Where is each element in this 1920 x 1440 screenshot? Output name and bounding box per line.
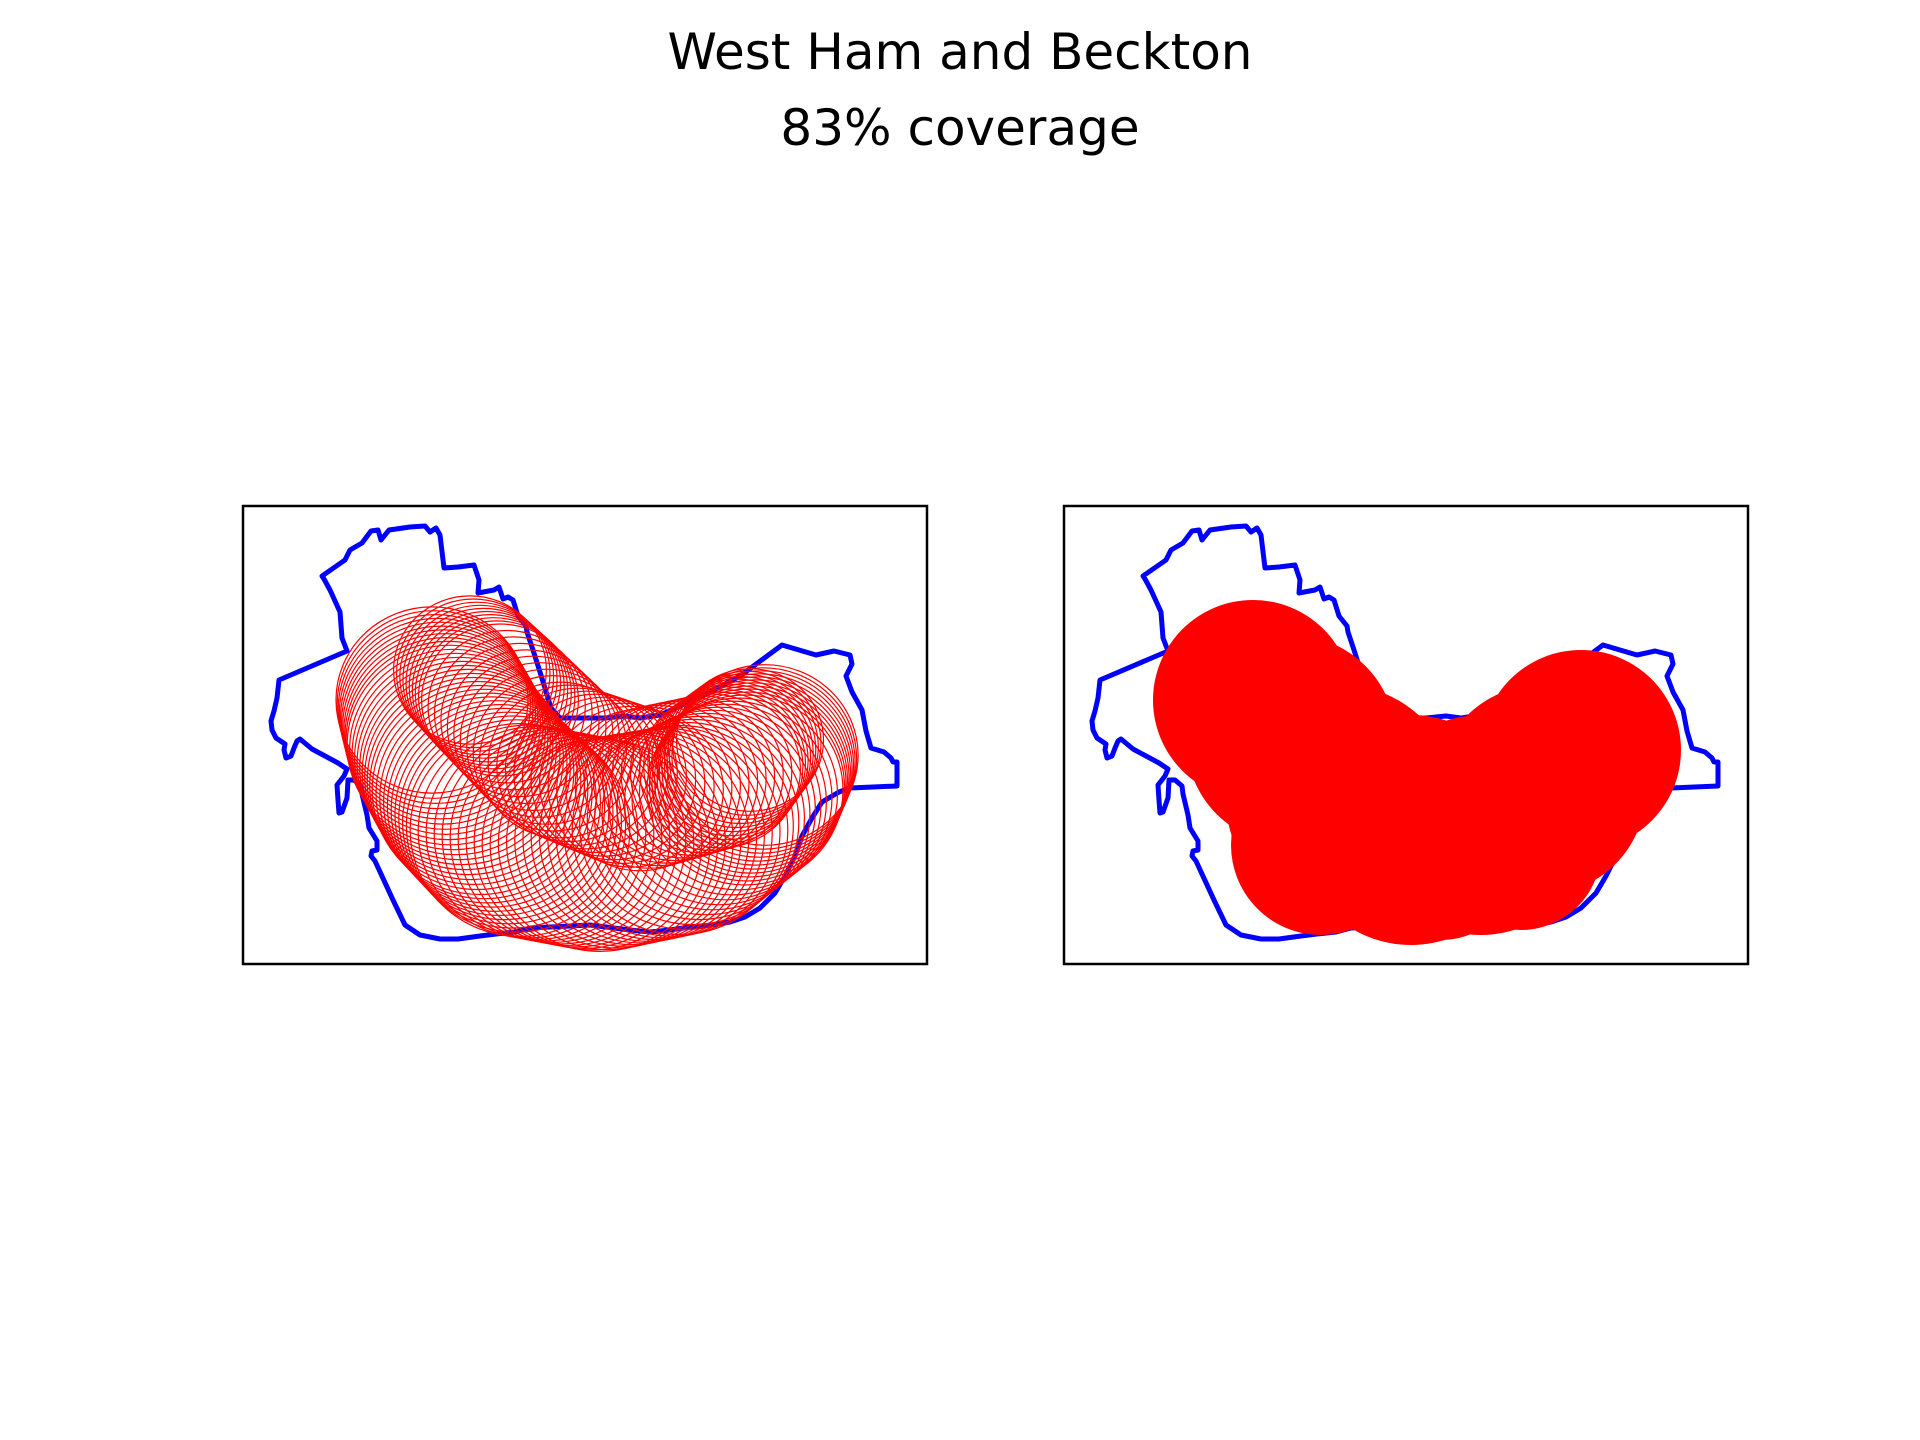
- coverage-circle: [656, 682, 850, 870]
- coverage-circle: [496, 687, 660, 846]
- coverage-circle: [513, 693, 678, 854]
- coverage-disc: [1231, 755, 1411, 935]
- title-block: West Ham and Beckton 83% coverage: [0, 14, 1920, 166]
- panel-right: [1062, 504, 1750, 966]
- coverage-circle: [473, 734, 695, 949]
- coverage-circle: [667, 673, 819, 820]
- coverage-circle: [433, 636, 593, 791]
- panel-left: [241, 504, 929, 966]
- coverage-circle: [364, 672, 578, 881]
- panel-frame-right: [1062, 504, 1750, 966]
- coverage-circle: [366, 676, 582, 886]
- panel-frame-left: [241, 504, 929, 966]
- coverage-circle: [629, 693, 793, 851]
- coverage-circle: [361, 668, 575, 876]
- coverage-circle: [651, 688, 847, 878]
- coverage-circle: [393, 595, 548, 745]
- coverage-circle: [453, 655, 614, 812]
- coverage-union-filled: [1153, 600, 1681, 945]
- coverage-circle: [620, 695, 784, 854]
- coverage-disc: [1441, 770, 1601, 930]
- coverage-circle: [547, 705, 715, 868]
- coverage-circle: [643, 688, 804, 845]
- coverage-circle: [487, 684, 651, 843]
- coverage-circle: [655, 681, 812, 833]
- coverage-circle: [383, 696, 602, 908]
- coverage-circle: [651, 683, 809, 837]
- coverage-circle: [555, 727, 773, 939]
- coverage-circle: [344, 636, 549, 835]
- coverage-circle: [671, 664, 859, 846]
- coverage-circle: [658, 679, 852, 866]
- figure-title: West Ham and Beckton: [667, 23, 1253, 81]
- coverage-circle: [408, 610, 565, 763]
- coverage-circle: [648, 691, 846, 882]
- figure-subtitle: 83% coverage: [780, 99, 1140, 157]
- coverage-circle: [666, 670, 856, 854]
- coverage-circle: [394, 707, 614, 921]
- coverage-circle: [647, 686, 807, 841]
- coverage-circle: [405, 607, 562, 759]
- coverage-circle: [611, 697, 776, 857]
- coverage-circle: [659, 678, 814, 829]
- coverage-circle: [414, 617, 572, 770]
- coverage-circle: [336, 610, 532, 799]
- coverage-circle: [421, 623, 580, 777]
- coverage-circles-swept: [335, 595, 859, 952]
- coverage-circle: [638, 691, 801, 849]
- coverage-circle: [663, 673, 855, 858]
- coverage-circle: [351, 652, 561, 856]
- coverage-circle: [671, 670, 822, 816]
- coverage-circle: [663, 675, 817, 825]
- coverage-circle: [411, 613, 569, 766]
- coverage-circle: [399, 601, 555, 752]
- coverage-circle: [457, 731, 679, 946]
- coverage-circle: [675, 668, 825, 812]
- coverage-circle: [504, 690, 669, 850]
- coverage-circle: [386, 700, 606, 912]
